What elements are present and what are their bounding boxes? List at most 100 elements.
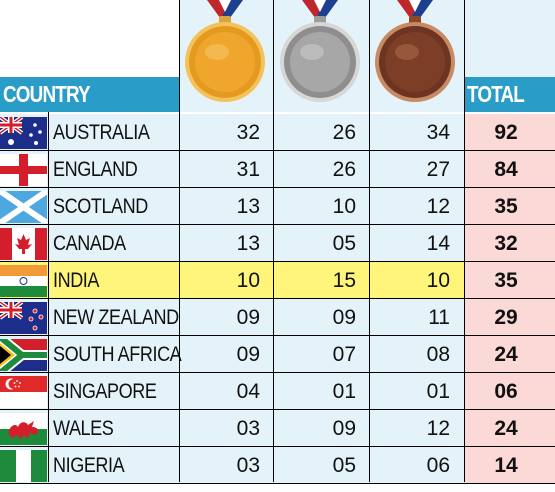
total-column-header: TOTAL [464, 77, 555, 112]
row-divider [0, 150, 555, 151]
column-divider [369, 0, 370, 482]
table-row: INDIA 10 15 10 35 [0, 262, 555, 299]
gold-count: 09 [236, 306, 260, 329]
country-column-header: COUNTRY [0, 77, 179, 112]
silver-count: 26 [332, 121, 356, 144]
country-name: CANADA [53, 232, 126, 255]
gold-medal-icon [185, 0, 265, 102]
india-flag-icon [0, 265, 47, 297]
table-row: CANADA 13 05 14 32 [0, 225, 555, 262]
row-divider [0, 372, 555, 373]
column-divider [48, 112, 49, 482]
column-divider [464, 0, 465, 482]
gold-count: 10 [236, 269, 260, 292]
total-cell-bg [464, 188, 555, 224]
table-row: AUSTRALIA 32 26 34 92 [0, 114, 555, 151]
country-name: SCOTLAND [53, 195, 148, 218]
country-name: WALES [53, 417, 114, 440]
row-bg [0, 188, 464, 224]
row-bg [0, 114, 464, 150]
country-name: SOUTH AFRICA [53, 343, 182, 366]
bronze-count: 34 [426, 121, 450, 144]
silver-count: 15 [332, 269, 356, 292]
total-count: 35 [494, 269, 518, 292]
table-row: SCOTLAND 13 10 12 35 [0, 188, 555, 225]
silver-count: 05 [332, 232, 356, 255]
row-bg [0, 262, 464, 298]
gold-count: 13 [236, 232, 260, 255]
total-cell-bg [464, 262, 555, 298]
row-bg [0, 225, 464, 261]
total-cell-bg [464, 299, 555, 335]
silver-count: 10 [332, 195, 356, 218]
country-name: INDIA [53, 269, 100, 292]
total-count: 14 [494, 454, 518, 477]
bronze-count: 12 [426, 417, 450, 440]
row-divider [0, 335, 555, 336]
silver-medal-icon [280, 0, 360, 102]
table-row: NEW ZEALAND 09 09 11 29 [0, 299, 555, 336]
total-cell-bg [464, 447, 555, 483]
silver-count: 05 [332, 454, 356, 477]
gold-count: 32 [236, 121, 260, 144]
country-header-label: COUNTRY [3, 81, 91, 107]
total-cell-bg [464, 225, 555, 261]
total-count: 24 [494, 417, 518, 440]
canada-flag-icon [0, 228, 47, 260]
total-header-label: TOTAL [467, 81, 525, 107]
wales-flag-icon [0, 413, 47, 445]
silver-count: 01 [332, 380, 356, 403]
bronze-count: 08 [426, 343, 450, 366]
row-bg [0, 299, 464, 335]
total-cell-bg [464, 336, 555, 372]
bronze-count: 11 [428, 306, 450, 329]
table-row: SINGAPORE 04 01 01 06 [0, 373, 555, 410]
bronze-count: 12 [426, 195, 450, 218]
row-divider [0, 446, 555, 447]
row-divider [0, 298, 555, 299]
country-name: NEW ZEALAND [53, 306, 179, 329]
gold-count: 04 [236, 380, 260, 403]
gold-count: 03 [236, 417, 260, 440]
country-name: AUSTRALIA [53, 121, 150, 144]
bronze-medal-icon [375, 0, 455, 102]
row-bg [0, 151, 464, 187]
row-bg [0, 447, 464, 483]
nigeria-flag-icon [0, 450, 47, 482]
row-divider [0, 261, 555, 262]
table-row: SOUTH AFRICA 09 07 08 24 [0, 336, 555, 373]
column-divider [179, 0, 180, 482]
bronze-count: 27 [426, 158, 450, 181]
table-row: ENGLAND 31 26 27 84 [0, 151, 555, 188]
column-divider [273, 0, 274, 482]
total-cell-bg [464, 114, 555, 150]
row-divider [0, 187, 555, 188]
country-name: SINGAPORE [53, 380, 157, 403]
row-bg [0, 336, 464, 372]
bronze-count: 10 [426, 269, 450, 292]
table-row: NIGERIA 03 05 06 14 [0, 447, 555, 484]
total-count: 32 [494, 232, 518, 255]
australia-flag-icon [0, 117, 47, 149]
silver-count: 26 [332, 158, 356, 181]
total-cell-bg [464, 410, 555, 446]
total-cell-bg [464, 151, 555, 187]
total-count: 24 [494, 343, 518, 366]
bronze-count: 01 [426, 380, 450, 403]
row-divider [0, 224, 555, 225]
total-count: 29 [494, 306, 518, 329]
silver-count: 09 [332, 417, 356, 440]
south-africa-flag-icon [0, 339, 47, 371]
scotland-flag-icon [0, 191, 47, 223]
gold-count: 31 [236, 158, 260, 181]
row-bg [0, 373, 464, 409]
total-cell-bg [464, 373, 555, 409]
england-flag-icon [0, 154, 47, 186]
gold-count: 13 [236, 195, 260, 218]
silver-count: 07 [332, 343, 356, 366]
total-count: 35 [494, 195, 518, 218]
total-count: 84 [494, 158, 518, 181]
row-divider [0, 409, 555, 410]
total-count: 92 [494, 121, 518, 144]
